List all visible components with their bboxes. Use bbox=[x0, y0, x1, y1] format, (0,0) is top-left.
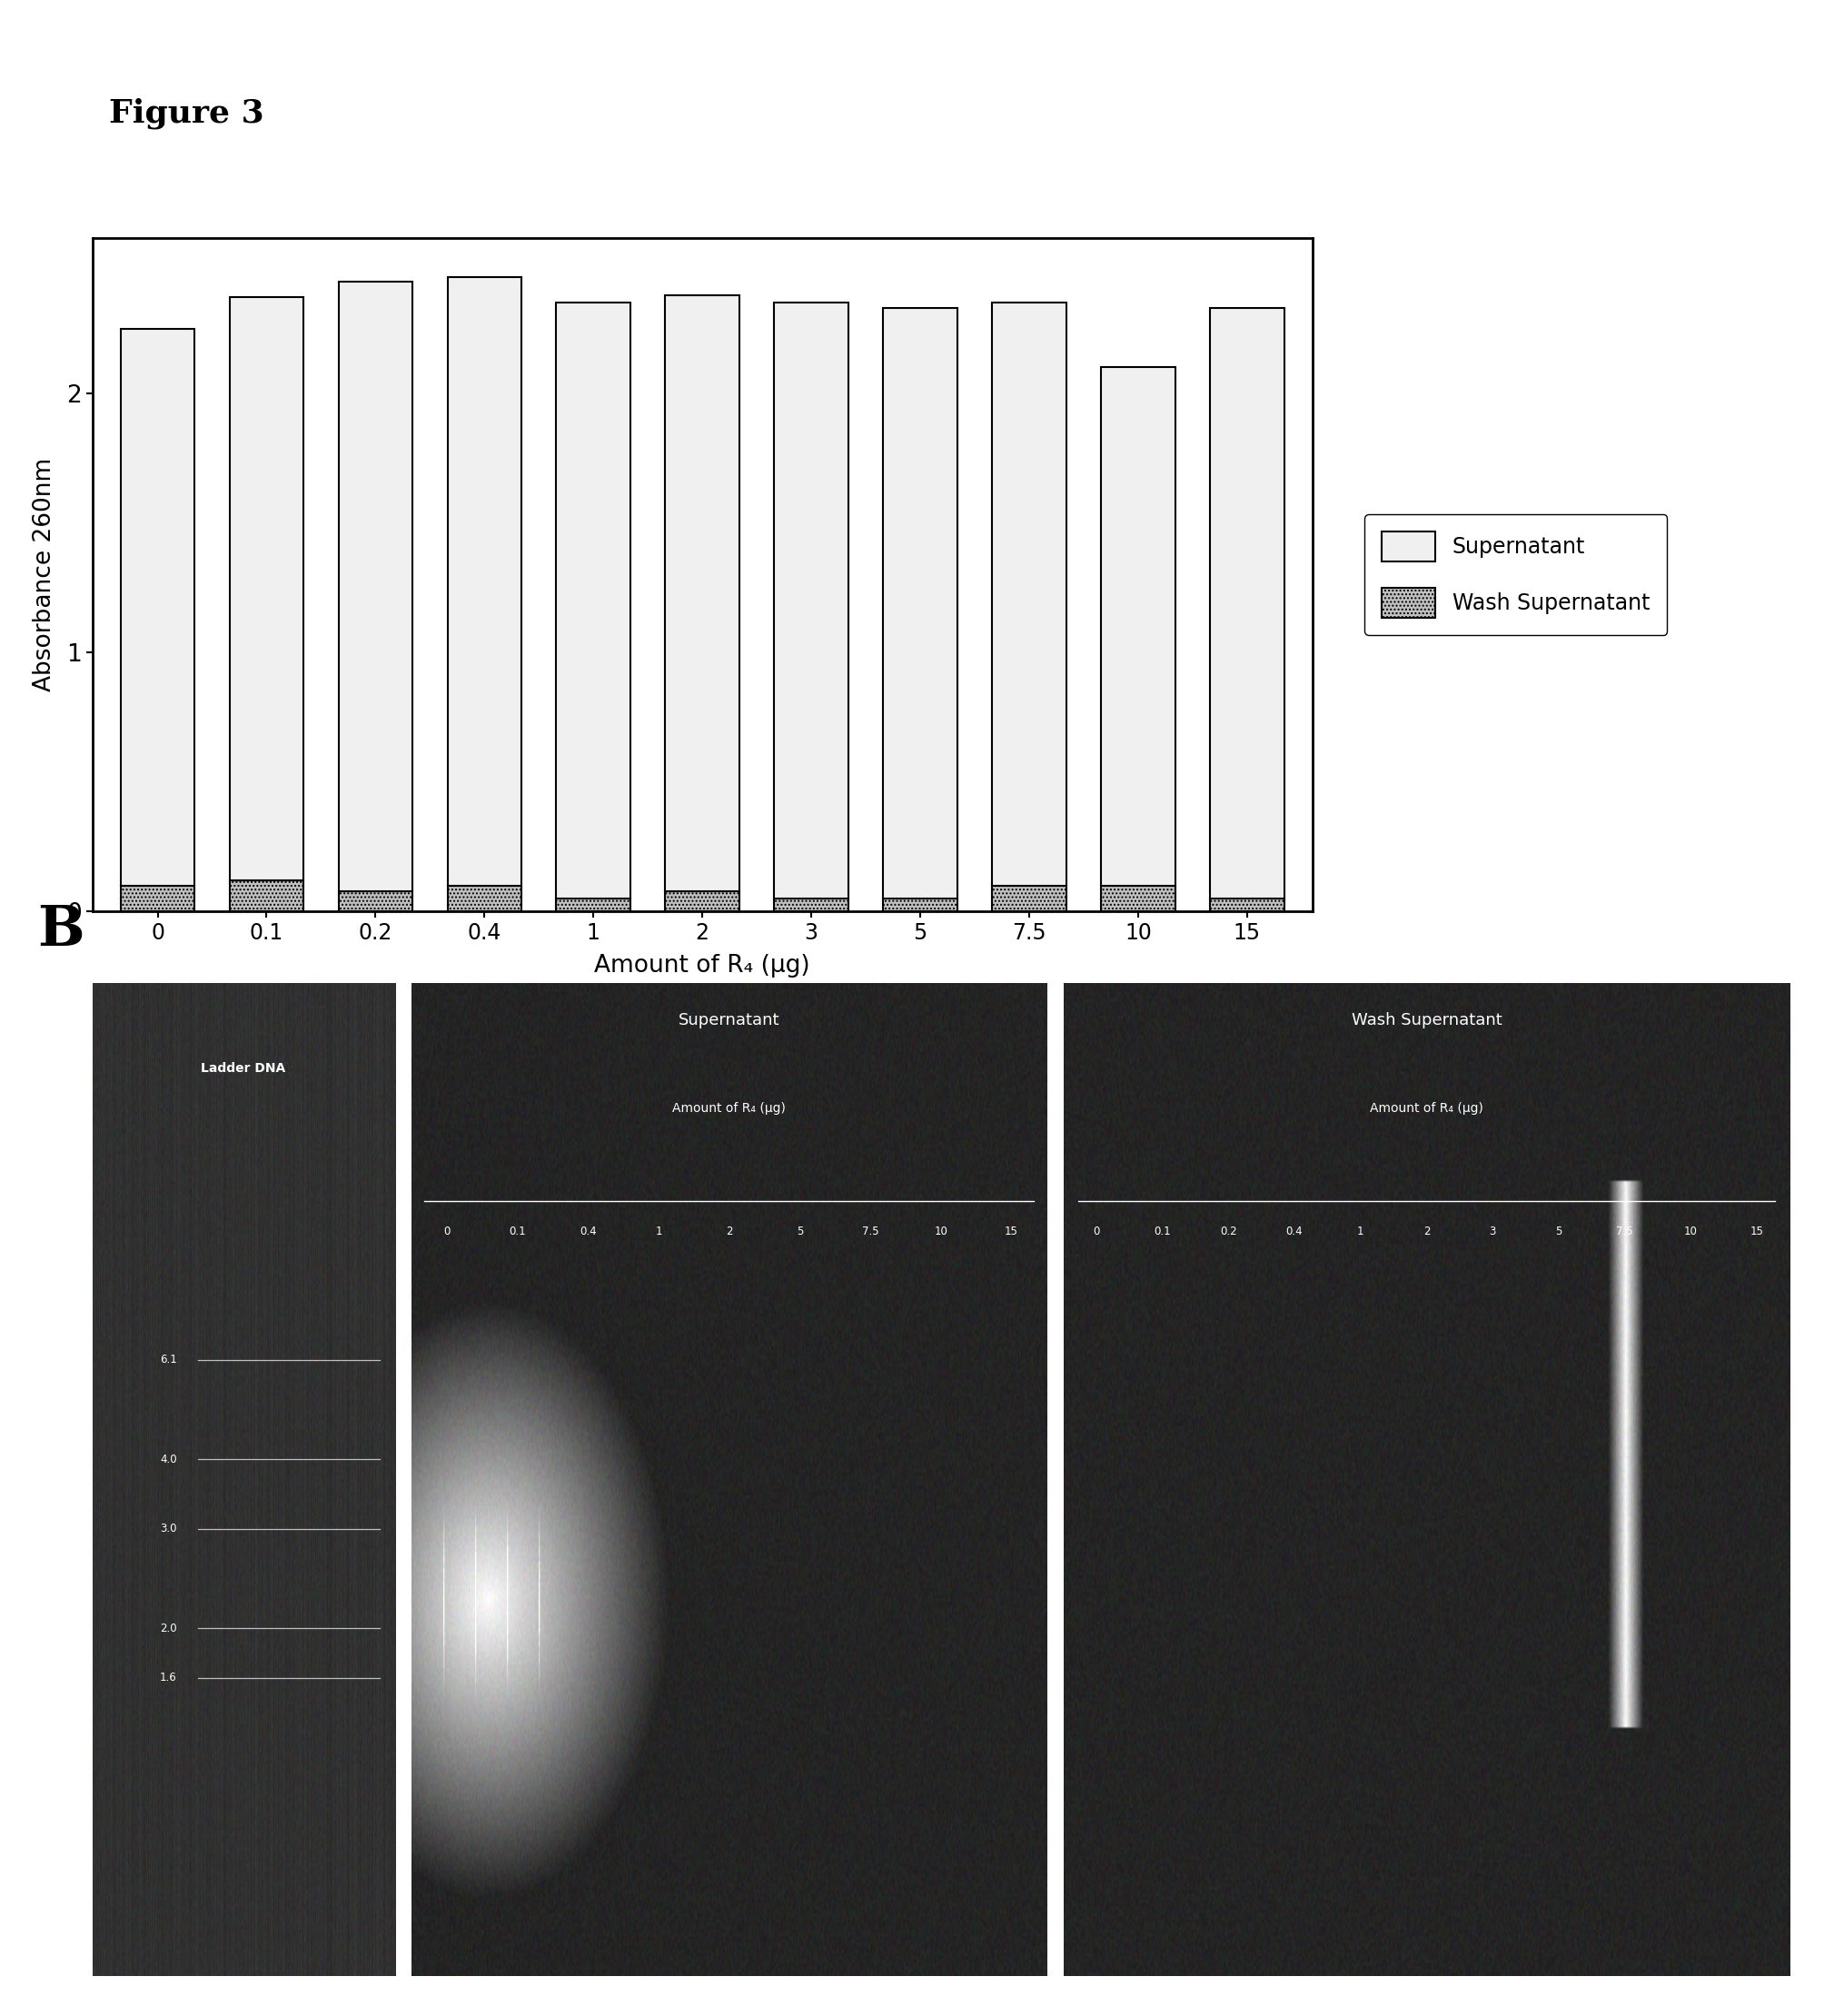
Text: 2.0: 2.0 bbox=[160, 1623, 177, 1635]
Legend: Supernatant, Wash Supernatant: Supernatant, Wash Supernatant bbox=[1365, 514, 1667, 635]
Bar bbox=[557, 899, 631, 911]
Bar bbox=[992, 302, 1066, 885]
Text: B: B bbox=[37, 903, 85, 958]
Bar bbox=[120, 329, 195, 885]
Text: 1: 1 bbox=[1357, 1226, 1363, 1238]
Text: Ladder DNA: Ladder DNA bbox=[201, 1062, 286, 1075]
Text: 6.1: 6.1 bbox=[160, 1355, 177, 1367]
Bar bbox=[1101, 885, 1175, 911]
Text: Amount of R₄ (μg): Amount of R₄ (μg) bbox=[671, 1103, 786, 1115]
Bar bbox=[448, 885, 522, 911]
Bar bbox=[992, 885, 1066, 911]
Bar bbox=[666, 891, 739, 911]
Bar bbox=[337, 891, 413, 911]
Text: 1: 1 bbox=[655, 1226, 662, 1238]
Bar bbox=[1210, 308, 1283, 899]
Text: 0.4: 0.4 bbox=[1285, 1226, 1302, 1238]
Text: 0: 0 bbox=[443, 1226, 450, 1238]
Text: 3.0: 3.0 bbox=[160, 1522, 177, 1534]
Text: 2: 2 bbox=[1422, 1226, 1429, 1238]
Text: 15: 15 bbox=[1748, 1226, 1763, 1238]
Bar bbox=[883, 308, 957, 899]
Bar bbox=[883, 899, 957, 911]
Text: 5: 5 bbox=[1554, 1226, 1562, 1238]
Bar bbox=[120, 885, 195, 911]
Text: 0.2: 0.2 bbox=[1219, 1226, 1235, 1238]
Bar bbox=[337, 282, 413, 891]
Text: 1.6: 1.6 bbox=[160, 1671, 177, 1683]
Bar bbox=[229, 881, 304, 911]
Text: 7.5: 7.5 bbox=[1615, 1226, 1632, 1238]
Bar bbox=[1101, 367, 1175, 885]
Text: 3: 3 bbox=[1488, 1226, 1495, 1238]
Text: 4.0: 4.0 bbox=[160, 1454, 177, 1466]
Y-axis label: Absorbance 260nm: Absorbance 260nm bbox=[33, 458, 55, 691]
Text: 7.5: 7.5 bbox=[861, 1226, 878, 1238]
Bar bbox=[557, 302, 631, 899]
Bar bbox=[229, 298, 304, 881]
Text: Amount of R₄ (μg): Amount of R₄ (μg) bbox=[1368, 1103, 1483, 1115]
Text: 10: 10 bbox=[1684, 1226, 1696, 1238]
Bar bbox=[774, 899, 848, 911]
Text: Wash Supernatant: Wash Supernatant bbox=[1350, 1012, 1501, 1028]
Bar bbox=[1210, 899, 1283, 911]
X-axis label: Amount of R₄ (μg): Amount of R₄ (μg) bbox=[594, 954, 810, 978]
Text: 0.1: 0.1 bbox=[1154, 1226, 1171, 1238]
Text: 10: 10 bbox=[933, 1226, 948, 1238]
Bar bbox=[666, 294, 739, 891]
Text: Supernatant: Supernatant bbox=[679, 1012, 780, 1028]
Text: 0: 0 bbox=[1092, 1226, 1099, 1238]
Text: 15: 15 bbox=[1005, 1226, 1018, 1238]
Bar bbox=[448, 276, 522, 885]
Bar bbox=[774, 302, 848, 899]
Text: 0.4: 0.4 bbox=[579, 1226, 596, 1238]
Text: 5: 5 bbox=[797, 1226, 802, 1238]
Text: Figure 3: Figure 3 bbox=[109, 99, 264, 129]
Text: 2: 2 bbox=[725, 1226, 732, 1238]
Text: 0.1: 0.1 bbox=[509, 1226, 526, 1238]
